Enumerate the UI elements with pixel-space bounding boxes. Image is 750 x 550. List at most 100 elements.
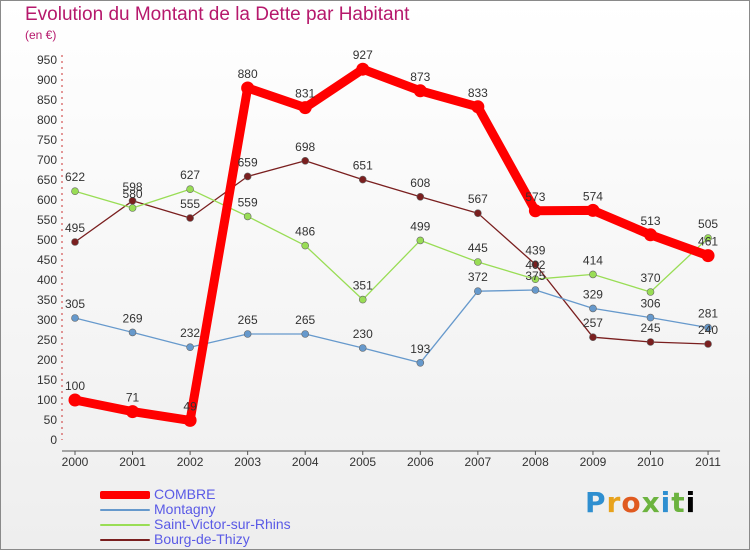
series-line	[70, 64, 713, 425]
y-tick-label: 200	[37, 353, 57, 367]
data-label: 880	[238, 67, 258, 81]
data-point	[646, 288, 655, 296]
data-label: 230	[353, 327, 373, 341]
data-label: 486	[295, 225, 315, 239]
data-label: 351	[353, 279, 373, 293]
data-point	[243, 330, 252, 338]
data-label: 375	[525, 269, 545, 283]
data-point	[243, 212, 252, 221]
data-point	[474, 209, 482, 217]
data-point	[413, 84, 427, 98]
logo-letter: r	[606, 486, 622, 519]
y-tick-label: 350	[37, 293, 57, 307]
series-line	[74, 160, 709, 345]
y-tick-label: 600	[37, 193, 57, 207]
data-label: 193	[410, 342, 430, 356]
x-tick-label: 2006	[407, 455, 434, 469]
data-point	[646, 313, 655, 322]
data-point	[589, 270, 597, 279]
data-label: 622	[65, 170, 85, 184]
y-tick-label: 700	[37, 153, 57, 167]
data-label: 370	[640, 271, 660, 285]
data-point	[471, 100, 485, 114]
series-line	[74, 289, 709, 364]
data-label: 499	[410, 219, 430, 233]
legend-swatch-saint-victor	[100, 524, 150, 526]
legend-swatch-montagny	[100, 509, 150, 511]
data-point	[71, 238, 79, 246]
data-point	[531, 286, 540, 294]
data-label: 495	[65, 221, 85, 235]
data-label: 833	[468, 86, 488, 100]
data-point	[644, 228, 657, 242]
x-tick-label: 2010	[637, 455, 664, 469]
data-label: 513	[640, 214, 660, 228]
data-label: 927	[353, 48, 373, 62]
chart-subtitle: (en €)	[25, 28, 57, 42]
x-tick-label: 2005	[349, 455, 376, 469]
data-point	[186, 185, 194, 193]
y-tick-label: 650	[37, 173, 57, 187]
legend-label-bourg-de-thizy: Bourg-de-Thizy	[154, 531, 250, 547]
x-tick-label: 2007	[464, 455, 491, 469]
data-point	[358, 344, 367, 352]
x-tick-label: 2009	[580, 455, 607, 469]
data-label: 372	[468, 270, 488, 284]
logo-letter: i	[660, 486, 672, 519]
logo-letter: t	[671, 486, 686, 519]
data-point	[589, 304, 597, 313]
data-label: 573	[525, 190, 545, 204]
data-point	[528, 204, 542, 218]
data-point	[358, 175, 367, 184]
data-label: 574	[583, 189, 603, 203]
y-tick-label: 500	[37, 233, 57, 247]
x-tick-label: 2000	[62, 455, 89, 469]
data-label: 445	[468, 241, 488, 255]
data-point	[646, 338, 655, 346]
y-tick-label: 550	[37, 213, 57, 227]
series-line	[74, 188, 709, 301]
y-tick-label: 800	[37, 113, 57, 127]
y-tick-label: 0	[50, 433, 57, 447]
y-tick-label: 50	[44, 413, 58, 427]
x-tick-label: 2011	[695, 455, 721, 469]
data-label: 698	[295, 140, 315, 154]
data-label: 505	[698, 217, 718, 231]
y-tick-label: 100	[37, 393, 57, 407]
x-tick-label: 2008	[522, 455, 549, 469]
data-label: 402	[525, 258, 545, 272]
data-label: 49	[183, 399, 197, 413]
data-label: 265	[295, 313, 315, 327]
data-label: 306	[640, 297, 660, 311]
data-point	[128, 204, 137, 212]
data-label: 873	[410, 70, 430, 84]
data-point	[71, 314, 79, 322]
y-tick-label: 450	[37, 253, 57, 267]
data-point	[301, 241, 310, 250]
data-point	[298, 101, 312, 115]
data-point	[704, 340, 712, 348]
logo-letter: P	[585, 486, 607, 519]
data-label: 559	[238, 195, 258, 209]
data-label: 627	[180, 168, 200, 182]
data-label: 659	[238, 155, 258, 169]
data-point	[301, 330, 310, 338]
legend-swatch-combre	[100, 491, 150, 499]
logo-letter: o	[621, 486, 642, 519]
data-point	[186, 343, 194, 352]
data-label: 567	[468, 192, 488, 206]
data-label: 329	[583, 287, 603, 301]
data-label: 305	[65, 297, 85, 311]
data-label: 555	[180, 197, 200, 211]
data-point	[586, 203, 600, 217]
data-point	[128, 328, 137, 337]
data-point	[301, 157, 310, 165]
x-tick-label: 2004	[292, 455, 319, 469]
data-label: 100	[65, 379, 85, 393]
data-point	[704, 234, 712, 242]
data-label: 245	[640, 321, 660, 335]
legend-label-combre: COMBRE	[154, 486, 216, 502]
data-point	[356, 62, 370, 76]
y-tick-label: 300	[37, 313, 57, 327]
